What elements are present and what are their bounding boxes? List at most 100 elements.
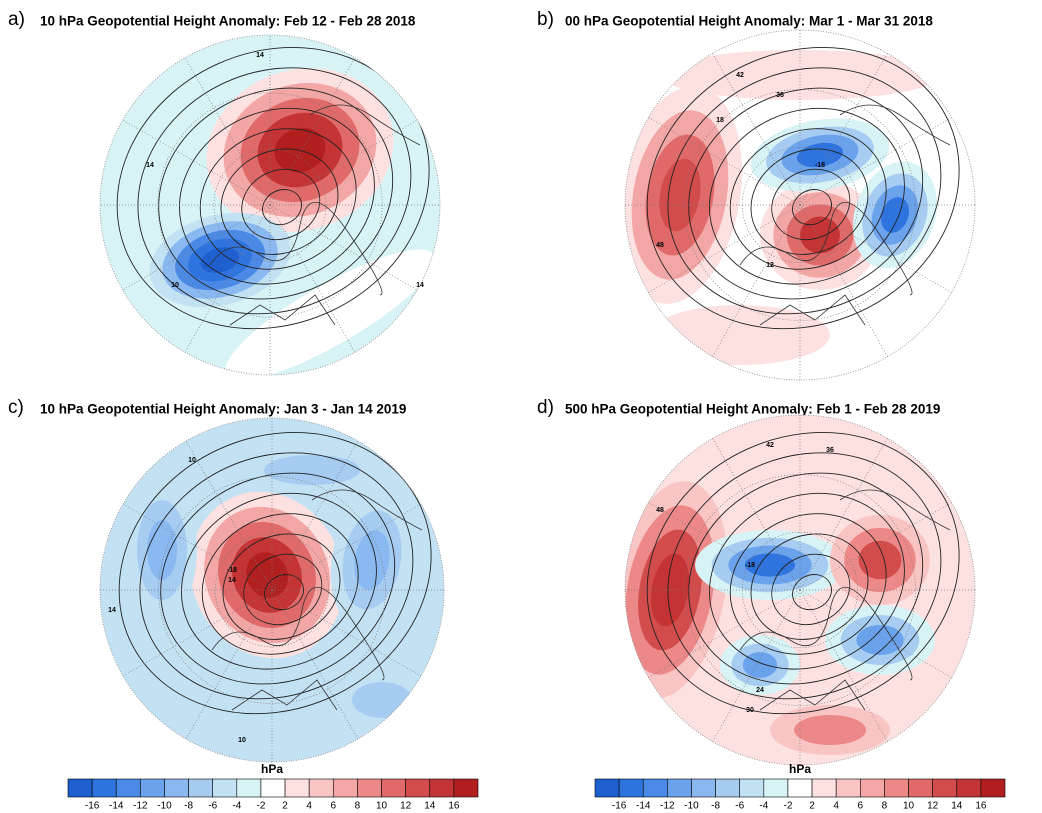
meridian [712,589,801,742]
colorbar-tick-label: -6 [208,801,217,812]
colorbar-box [835,778,861,798]
latitude-circle [157,92,383,318]
latitude-circle [684,89,916,321]
panel-title: 10 hPa Geopotential Height Anomaly: Feb … [40,14,416,29]
colorbar-box [453,778,479,798]
colorbar-box [859,778,885,798]
colorbar-tick-label: 14 [951,801,963,812]
colorbar-box [405,778,431,798]
colorbar-tick-label: -16 [612,801,627,812]
meridian [712,438,801,591]
meridian [269,204,356,353]
contour-label: 18 [716,117,724,124]
contour-label: 24 [756,687,764,694]
meridian [184,57,271,206]
colorbar-box [284,778,310,798]
contour-line [688,472,924,685]
colorbar-box [980,778,1006,798]
anomaly-shading [352,682,412,718]
contour-line [646,47,960,330]
anomaly-shading [225,249,435,375]
meridian [648,117,801,206]
meridian [648,589,801,678]
anomaly-shading [650,305,830,365]
contour-line [160,472,396,685]
colorbar-tick-label: -14 [109,801,124,812]
meridian [799,438,888,591]
latitude-circle [684,474,916,706]
colorbar-box [811,778,837,798]
meridian [712,53,801,206]
panel-letter: d) [537,397,554,418]
contour-line [118,432,432,715]
colorbar-box [691,778,716,798]
colorbar-tick-label: 12 [400,801,412,812]
contour-label: -18 [745,562,755,569]
anomaly-shading [856,625,904,655]
map-border [624,414,976,766]
polar-map [100,418,444,762]
contour-label: 14 [146,162,154,169]
meridian [799,589,888,742]
colorbar-tick-label: -12 [660,801,675,812]
contour-line [139,452,414,700]
contour-line [179,107,375,285]
coastline [209,104,421,326]
meridian [269,57,356,206]
map-border [99,34,441,376]
anomaly-shading [264,455,360,485]
contour-line [222,533,341,640]
anomaly-shading [147,520,177,580]
colorbar-box [332,778,358,798]
meridian [648,204,801,293]
panel-letter: a) [8,9,25,30]
contour-label: 48 [656,507,664,514]
colorbar-box [884,778,909,798]
colorbar-tick-label: -12 [133,801,148,812]
anomaly-shading [200,247,240,273]
meridian [799,117,952,206]
contour-label: 10 [188,457,196,464]
panel-title: 10 hPa Geopotential Height Anomaly: Jan … [40,402,406,417]
colorbar-tick-label: -6 [735,801,744,812]
colorbar-tick-label: 6 [331,801,337,812]
contour-line [729,513,887,655]
panel-title: 00 hPa Geopotential Height Anomaly: Mar … [565,14,933,29]
colorbar-box [618,778,644,798]
meridian [269,119,418,206]
meridian [799,204,888,357]
contour-label: 14 [108,607,116,614]
polar-map [625,415,975,765]
colorbar-tick-label: 16 [448,801,460,812]
contour-line [667,452,942,700]
colorbar-tick-label: -8 [184,801,193,812]
contour-label: 48 [656,242,664,249]
anomaly-shading [745,553,795,577]
contour-line [220,148,339,255]
colorbar-box [739,778,765,798]
colorbar-box [67,778,93,798]
anomaly-shading [659,158,701,232]
contour-line [750,148,869,255]
contour-label: -18 [227,567,237,574]
contour-line [750,533,869,640]
colorbar-tick-label: 14 [424,801,436,812]
colorbar-box [932,778,958,798]
colorbar-box [91,778,117,798]
meridian [799,589,952,678]
colorbar-unit: hPa [261,762,283,776]
contour-label: 42 [766,442,774,449]
colorbar-tick-label: -2 [783,801,792,812]
contour-label: 42 [736,72,744,79]
contour-line [137,67,412,315]
meridian [648,502,801,591]
panel-title: 500 hPa Geopotential Height Anomaly: Feb… [565,402,940,417]
contour-label: 36 [826,447,834,454]
meridian [799,53,888,206]
colorbar-tick-label: 12 [927,801,939,812]
colorbar-tick-label: 4 [306,801,312,812]
contour-line [199,128,357,270]
map-border [624,29,976,381]
colorbar-tick-label: 16 [975,801,987,812]
